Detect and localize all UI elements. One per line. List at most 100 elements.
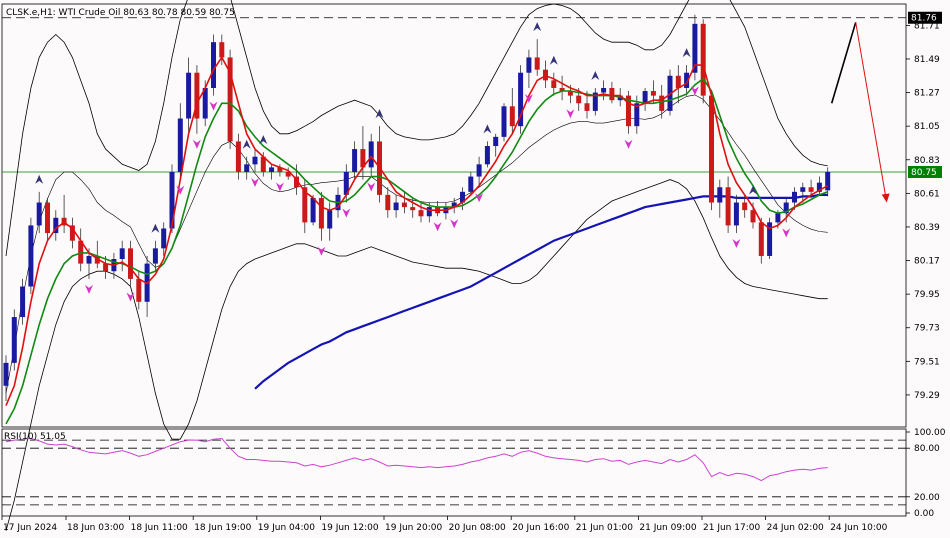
bear-candle [285,171,291,177]
bear-candle [219,42,225,58]
bull-candle [327,210,333,229]
time-tick-label: 17 Jun 2024 [3,523,57,533]
forecast-arrowhead-icon [881,193,890,203]
bull-candle [11,317,17,363]
buy-arrow-icon [749,185,757,195]
time-tick-label: 21 Jun 17:00 [703,523,760,533]
bear-candle [45,202,50,234]
bear-candle [260,156,266,172]
bear-candle [318,197,324,229]
bull-candle [642,91,648,104]
bear-candle [659,95,665,111]
sell-arrow-icon [126,292,135,302]
bull-candle [692,23,698,73]
rsi-tick-label: 80.00 [914,444,940,454]
bull-candle [733,202,739,226]
bull-candle [343,171,349,195]
bull-candle [161,228,167,249]
rsi-panel: 100.00 80.00 20.00 0.00 [1,428,946,519]
bear-candle [700,23,706,96]
bull-candle [518,72,524,127]
sell-arrow-icon [251,177,259,187]
forecast-up-line [830,22,857,104]
price-tick-label: 80.17 [914,257,940,267]
bear-candle [650,91,656,96]
chart-title: CLSK.e,H1: WTI Crude Oil 80.63 80.78 80.… [6,8,235,18]
time-tick-label: 24 Jun 02:00 [767,523,824,533]
bear-candle [509,106,515,127]
sell-arrow-icon [342,208,351,218]
bear-candle [136,278,142,302]
buy-arrow-icon [151,223,160,233]
bear-candle [709,95,714,203]
sell-arrow-icon [192,139,201,149]
time-tick-label: 21 Jun 09:00 [639,523,696,533]
bear-candle [758,222,764,256]
bull-candle [169,171,175,229]
bear-candle [742,202,748,211]
bull-candle [767,222,773,256]
bull-candle [152,248,158,264]
time-tick-label: 21 Jun 01:00 [576,523,633,533]
bear-candle [227,57,233,142]
bull-candle [186,72,192,119]
sell-arrow-icon [275,182,284,192]
bull-candle [601,87,607,93]
time-tick-label: 20 Jun 16:00 [512,523,569,533]
bull-candle [468,176,474,192]
rsi-line [5,437,828,482]
bull-candle [476,164,482,177]
bull-candle [451,202,457,208]
bull-candle [426,207,432,217]
resistance-label: 81.76 [911,14,937,24]
bull-candle [592,92,598,111]
main-plot-border [1,3,907,428]
time-tick-label: 18 Jun 03:00 [67,523,124,533]
price-tick-label: 81.49 [914,55,940,65]
bear-candle [410,207,416,211]
buy-arrow-icon [35,174,44,184]
price-tick-label: 81.71 [914,21,940,31]
bull-candle [800,187,806,192]
buy-arrow-icon [375,109,384,119]
time-tick-label: 19 Jun 12:00 [321,523,378,533]
price-tick-label: 80.61 [914,189,940,199]
bull-candle [20,286,26,318]
bull-candle [36,202,42,226]
bull-candle [119,248,125,260]
bull-candle [460,191,465,203]
bear-candle [69,225,75,241]
bull-candle [783,202,789,214]
sell-arrow-icon [367,182,376,192]
buy-arrow-icon [242,139,251,149]
forecast-arrows [830,22,890,203]
time-tick-label: 19 Jun 20:00 [385,523,442,533]
price-tick-label: 80.83 [914,156,940,166]
bear-candle [725,187,731,226]
sell-arrow-icon [624,139,633,149]
buy-arrow-icon [533,22,542,32]
bull-candle [493,136,499,147]
sell-arrow-icon [85,284,93,294]
time-tick-label: 24 Jun 10:00 [830,523,887,533]
bear-candle [609,87,615,101]
bull-candle [28,225,34,287]
bear-candle [360,149,366,168]
bull-candle [202,87,208,119]
bull-candle [269,167,275,172]
band-upper-line [5,0,828,257]
bear-candle [576,95,582,104]
rsi-tick-label: 0.00 [914,509,934,519]
price-tick-label: 80.39 [914,223,940,233]
sell-arrow-icon [433,222,442,232]
buy-arrow-icon [259,135,268,145]
rsi-tick-label: 20.00 [914,493,940,503]
bull-candle [825,171,831,191]
bull-candle [717,187,723,203]
buy-arrow-icon [549,55,558,65]
bear-candle [128,248,133,279]
bear-candle [294,176,299,188]
bull-candle [684,72,690,88]
